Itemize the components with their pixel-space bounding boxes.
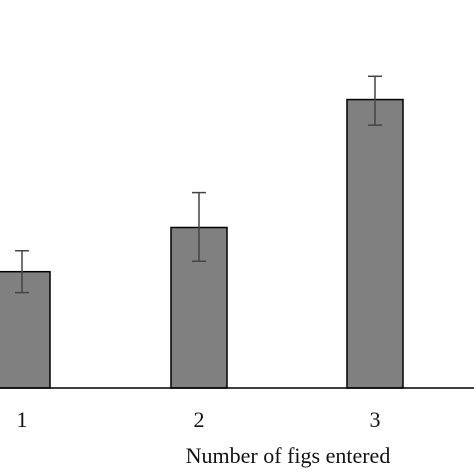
x-tick-label-2: 2 xyxy=(194,407,205,432)
bars-group xyxy=(0,98,404,389)
bar-3 xyxy=(346,98,404,389)
error-bars-group xyxy=(15,75,382,294)
error-bar-3 xyxy=(368,75,382,126)
x-tick-label-1: 1 xyxy=(17,407,28,432)
x-tick-label-3: 3 xyxy=(370,407,381,432)
error-bar-1 xyxy=(15,250,29,294)
x-axis-title: Number of figs entered xyxy=(186,443,391,468)
error-bar-2 xyxy=(192,191,206,262)
x-tick-labels: 1 2 3 xyxy=(17,407,381,432)
bar-1 xyxy=(0,270,51,389)
